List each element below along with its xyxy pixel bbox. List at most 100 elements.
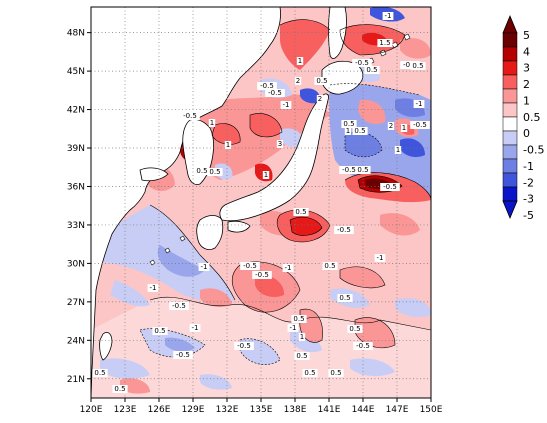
colorbar-swatch bbox=[502, 32, 518, 48]
contour-label: 0.5 bbox=[366, 66, 377, 74]
contour-label-bg bbox=[410, 121, 430, 129]
japan-sea-warm bbox=[182, 94, 330, 180]
colorbar-label: -3 bbox=[523, 193, 534, 206]
north-cold-c bbox=[300, 88, 321, 104]
contour-label: -0.5 bbox=[183, 112, 197, 120]
contour-label-bg bbox=[287, 324, 299, 332]
contour-label: 0.5 bbox=[349, 325, 360, 333]
contour-label-bg bbox=[380, 183, 400, 191]
contour-label: -0.5 bbox=[403, 61, 417, 69]
warm-patch-e bbox=[200, 288, 232, 308]
contour-label-bg bbox=[169, 302, 189, 310]
contour-label-bg bbox=[341, 120, 357, 128]
contour-label: 3 bbox=[278, 140, 282, 148]
contour-label: 0.5 bbox=[324, 262, 335, 270]
x-tick-label: 120E bbox=[80, 405, 103, 415]
contour-label: -1 bbox=[290, 324, 297, 332]
land-shikoku bbox=[227, 220, 251, 233]
x-tick-label: 126E bbox=[148, 405, 171, 415]
blue-patch-e bbox=[395, 298, 431, 318]
contour-label: 0.5 bbox=[343, 120, 354, 128]
land-taiwan bbox=[99, 332, 113, 361]
colorbar-label: 1 bbox=[523, 94, 530, 107]
contour-label-bg bbox=[382, 12, 394, 20]
contour-label-bg bbox=[339, 166, 359, 174]
contour-label-bg bbox=[347, 325, 363, 333]
contour-label: 1.5 bbox=[379, 39, 390, 47]
contour-label: 1 bbox=[402, 124, 406, 132]
colorbar-label: 0 bbox=[523, 127, 530, 140]
contour-label-bg bbox=[112, 385, 128, 393]
contour-label-bg bbox=[355, 166, 371, 174]
contour-label-bg bbox=[262, 171, 270, 179]
x-tick-label: 123E bbox=[114, 405, 137, 415]
colorbar-label: -0.5 bbox=[523, 144, 544, 157]
blue-patch-c bbox=[290, 329, 322, 353]
warm-patch-d bbox=[340, 266, 385, 288]
contour-label-bg bbox=[252, 271, 272, 279]
y-tick-label: 42N bbox=[67, 106, 85, 116]
contour-label: 0.5 bbox=[94, 369, 105, 377]
east-japan-cool-a bbox=[345, 132, 382, 157]
contour-label: 0.5 bbox=[154, 327, 165, 335]
contour-label-bg bbox=[224, 141, 232, 149]
contour-label: -1 bbox=[385, 12, 392, 20]
east-japan-cold bbox=[400, 138, 425, 158]
y-tick-label: 39N bbox=[67, 144, 85, 154]
contour-label-bg bbox=[387, 122, 395, 130]
contour-label-bg bbox=[400, 124, 408, 132]
contour-label: 1 bbox=[396, 146, 400, 154]
contour-label: 0.5 bbox=[114, 385, 125, 393]
land-east-asia bbox=[91, 7, 281, 398]
land-kurils bbox=[367, 33, 411, 65]
contour-label-bg bbox=[322, 262, 338, 270]
contour-label: 2 bbox=[389, 122, 393, 130]
contour-label-bg bbox=[334, 226, 354, 234]
contour-label-bg bbox=[413, 100, 425, 108]
contour-label: -0.5 bbox=[356, 342, 370, 350]
contour-label: -1 bbox=[377, 254, 384, 262]
contour-label: -0.5 bbox=[237, 342, 251, 350]
contour-label: 0.5 bbox=[295, 208, 306, 216]
warm-patch-a-core bbox=[255, 274, 285, 297]
japan-sea-warm-a bbox=[250, 113, 282, 137]
contour-label: -0.5 bbox=[268, 89, 282, 97]
blue-patch-h bbox=[200, 374, 232, 390]
y-tick-label: 24N bbox=[67, 336, 85, 346]
colorbar-swatch bbox=[502, 158, 518, 174]
colorbar-swatch bbox=[502, 172, 518, 188]
blue-patch-a-core bbox=[165, 337, 195, 352]
contour-label-bg bbox=[234, 342, 254, 350]
contour-label-bg bbox=[194, 167, 210, 175]
contour-label-bg bbox=[147, 284, 159, 292]
blue-patch-south bbox=[110, 280, 150, 307]
contour-label-bg bbox=[291, 315, 307, 323]
y-tick-label: 21N bbox=[67, 375, 85, 385]
contour-label-bg bbox=[353, 342, 373, 350]
contour-label: -0.5 bbox=[255, 271, 269, 279]
contour-label: 1 bbox=[226, 141, 230, 149]
contour-label: -1 bbox=[416, 100, 423, 108]
japan-sea-cool bbox=[280, 128, 303, 148]
x-tick-label: 144E bbox=[352, 405, 375, 415]
contour-label: -1 bbox=[150, 284, 157, 292]
contour-label: 0.5 bbox=[339, 294, 350, 302]
colorbar-label: 3 bbox=[523, 62, 530, 75]
colorbar-arrow-top bbox=[502, 14, 518, 34]
contour-label: 0.5 bbox=[196, 167, 207, 175]
blue-band-inner bbox=[157, 245, 205, 277]
contour-label-bg bbox=[294, 352, 310, 360]
x-tick-label: 132E bbox=[216, 405, 239, 415]
contour-label-bg bbox=[208, 119, 216, 127]
map-field bbox=[91, 7, 431, 398]
contour-label-bg bbox=[280, 101, 292, 109]
y-tick-label: 45N bbox=[67, 67, 85, 77]
contour-label: 1 bbox=[298, 57, 302, 65]
colorbar-swatch bbox=[502, 60, 518, 76]
north-warm-a bbox=[280, 19, 330, 71]
contour-label: -0.5 bbox=[413, 121, 427, 129]
contour-label: -0.5 bbox=[172, 302, 186, 310]
x-tick-label: 141E bbox=[318, 405, 341, 415]
contour-label: -1 bbox=[283, 101, 290, 109]
contour-label-bg bbox=[302, 369, 318, 377]
